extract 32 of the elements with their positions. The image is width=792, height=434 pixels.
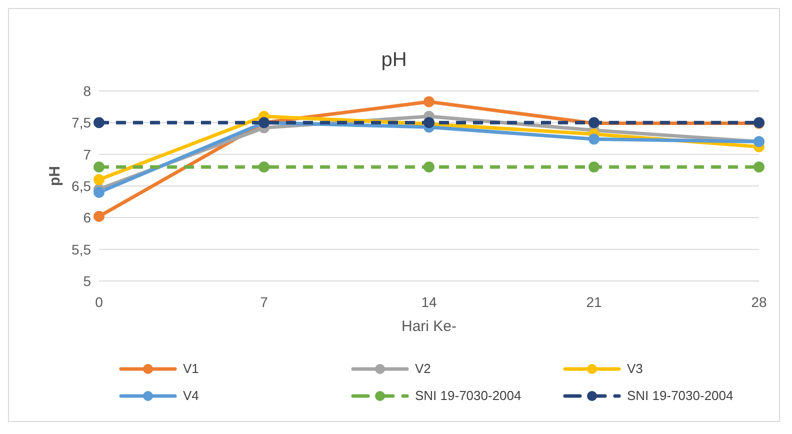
legend-label: SNI 19-7030-2004	[415, 388, 522, 403]
y-tick-label: 6,5	[72, 178, 92, 194]
point	[94, 117, 104, 128]
x-axis-title: Hari Ke-	[401, 318, 457, 335]
x-tick-label: 21	[586, 294, 602, 310]
point	[754, 162, 764, 172]
legend-label: V1	[183, 361, 199, 376]
legend-label: SNI 19-7030-2004	[627, 388, 734, 403]
point	[588, 162, 600, 172]
y-tick-label: 7,5	[72, 114, 92, 131]
x-tick-label: 7	[260, 294, 268, 310]
x-tick-label: 28	[751, 294, 767, 310]
y-tick-label: 5	[83, 272, 92, 289]
legend-label: V3	[627, 361, 643, 376]
point	[94, 162, 104, 172]
legend-label: V2	[415, 361, 431, 376]
point	[258, 162, 270, 172]
point	[424, 96, 434, 108]
x-tick-label: 14	[421, 294, 437, 310]
point	[94, 174, 104, 186]
y-tick-label: 5,5	[72, 241, 92, 258]
y-tick-label: 6	[83, 210, 92, 226]
legend-label: V4	[183, 388, 199, 403]
y-axis-title: pH	[46, 166, 64, 186]
x-tick-label: 0	[95, 294, 104, 310]
point	[588, 134, 600, 145]
point	[94, 186, 104, 198]
chart-title: pH	[380, 49, 408, 73]
y-tick-label: 7	[83, 146, 92, 162]
y-tick-label: 8	[83, 82, 92, 99]
point	[94, 210, 104, 222]
point	[424, 162, 434, 172]
